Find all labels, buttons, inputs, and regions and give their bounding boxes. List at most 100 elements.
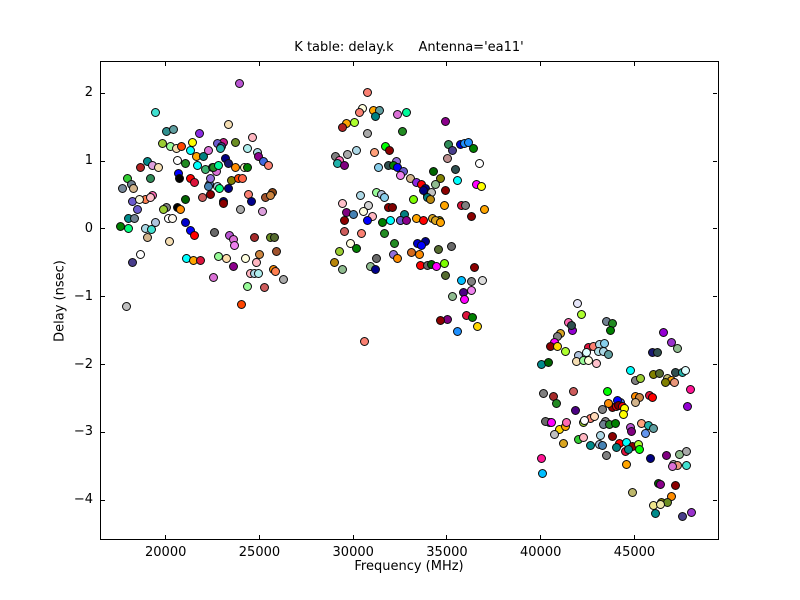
data-point <box>118 183 128 193</box>
x-tick-top <box>540 62 542 66</box>
y-tick <box>101 431 105 433</box>
data-point <box>228 262 238 272</box>
data-point <box>130 213 140 223</box>
data-point <box>476 182 486 192</box>
x-tick-label: 35000 <box>426 545 468 560</box>
data-point <box>666 338 676 348</box>
data-point <box>466 286 476 296</box>
data-point <box>431 179 441 189</box>
data-point <box>257 207 267 217</box>
data-point <box>265 191 275 201</box>
data-point <box>567 321 577 331</box>
data-point <box>409 194 419 204</box>
data-point <box>385 146 395 156</box>
data-point <box>181 158 191 168</box>
data-point <box>147 225 157 235</box>
data-point <box>206 189 215 199</box>
data-point <box>630 398 640 408</box>
data-point <box>218 199 228 209</box>
data-point <box>129 184 139 194</box>
data-point <box>215 143 225 153</box>
data-point <box>193 161 203 171</box>
data-point <box>440 200 450 210</box>
data-point <box>686 508 696 518</box>
data-point <box>415 250 425 260</box>
data-point <box>357 229 367 239</box>
data-point <box>343 150 353 160</box>
data-point <box>650 508 660 518</box>
data-point <box>181 195 191 205</box>
data-point <box>626 366 636 376</box>
data-point <box>371 265 381 275</box>
data-point <box>598 404 608 414</box>
data-point <box>380 192 390 202</box>
data-point <box>452 176 462 186</box>
data-point <box>598 440 608 450</box>
x-tick <box>165 535 167 539</box>
data-point <box>681 446 691 456</box>
data-point <box>667 461 677 471</box>
data-point <box>181 217 191 227</box>
data-point <box>547 417 557 427</box>
data-point <box>234 78 244 88</box>
y-tick-label: 0 <box>84 220 93 236</box>
data-point <box>647 393 657 403</box>
data-point <box>352 244 362 254</box>
plot-area[interactable] <box>100 61 719 540</box>
data-point <box>355 108 365 118</box>
data-point <box>621 459 631 469</box>
data-point <box>151 108 161 118</box>
x-tick <box>446 535 448 539</box>
data-point <box>648 423 658 433</box>
data-point <box>199 152 209 162</box>
x-tick-label: 30000 <box>332 545 374 560</box>
data-point <box>416 240 426 250</box>
data-point <box>469 263 479 273</box>
data-point <box>538 468 548 478</box>
data-point <box>146 173 156 183</box>
data-point <box>242 163 252 173</box>
data-point <box>390 238 400 248</box>
data-point <box>579 432 589 442</box>
data-point <box>440 116 450 126</box>
data-point <box>340 227 350 237</box>
data-point <box>372 253 382 263</box>
x-tick <box>352 535 354 539</box>
data-point <box>176 205 186 215</box>
data-point <box>425 195 435 205</box>
data-point <box>229 240 239 250</box>
data-point <box>338 198 348 208</box>
data-point <box>446 242 456 252</box>
y-tick-label: −3 <box>73 424 93 440</box>
data-point <box>195 128 205 138</box>
data-point <box>562 417 572 427</box>
data-point <box>573 299 583 309</box>
data-point <box>368 211 378 221</box>
x-axis-label: Frequency (MHz) <box>354 559 464 574</box>
data-point <box>209 273 218 283</box>
data-point <box>474 159 484 169</box>
data-point <box>363 216 373 226</box>
data-point <box>380 229 390 239</box>
y-tick-label: 1 <box>84 153 93 169</box>
data-point <box>419 216 429 226</box>
y-tick-right <box>713 296 717 298</box>
y-tick-right <box>713 431 717 433</box>
data-point <box>253 268 263 278</box>
data-point <box>364 200 374 210</box>
data-point <box>435 218 445 228</box>
data-point <box>393 254 403 264</box>
data-point <box>133 204 143 214</box>
data-point <box>680 366 690 376</box>
data-point <box>175 174 185 184</box>
x-tick-label: 40000 <box>520 545 562 560</box>
data-point <box>580 415 590 425</box>
data-point <box>466 277 476 287</box>
data-point <box>224 119 233 129</box>
data-point <box>447 146 457 156</box>
data-point <box>654 368 664 378</box>
data-point <box>677 512 687 522</box>
data-point <box>330 258 340 268</box>
data-point <box>428 167 438 177</box>
y-tick-right <box>713 364 717 366</box>
